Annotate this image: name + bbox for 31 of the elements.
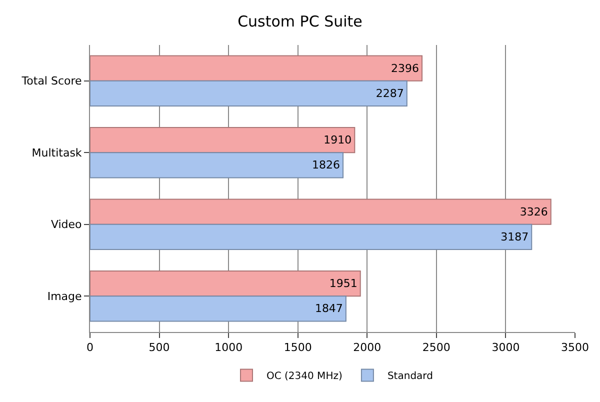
bar (90, 270, 361, 297)
y-tick-label: Image (47, 290, 82, 303)
data-label: 2287 (376, 86, 404, 100)
x-tick-label: 2000 (353, 341, 382, 354)
x-tick-label: 2500 (422, 341, 450, 354)
x-tick-label: 1000 (214, 341, 243, 354)
bar (90, 127, 356, 154)
data-label: 3326 (520, 205, 548, 218)
bar (90, 296, 346, 322)
bar (90, 224, 532, 250)
legend-label: OC (2340 MHz) (266, 371, 342, 382)
data-label: 1910 (324, 134, 352, 147)
y-tick-label: Total Score (20, 74, 82, 88)
legend-label: Standard (387, 371, 433, 382)
data-label: 3187 (500, 230, 529, 244)
data-label: 1951 (329, 277, 358, 290)
data-label: 2396 (391, 62, 420, 75)
x-tick-label: 500 (148, 341, 170, 354)
bar (90, 55, 423, 82)
bar (90, 80, 408, 106)
y-tick-label: Multitask (32, 146, 82, 160)
x-tick-label: 0 (86, 341, 94, 354)
x-tick-label: 1500 (284, 341, 312, 354)
x-tick-label: 3000 (492, 341, 520, 354)
x-tick-label: 3500 (561, 341, 589, 354)
bar (90, 152, 344, 178)
data-label: 1826 (312, 158, 340, 172)
y-tick-label: Video (50, 218, 82, 232)
chart-title: Custom PC Suite (238, 12, 362, 31)
data-label: 1847 (314, 302, 343, 316)
bar (90, 198, 552, 225)
